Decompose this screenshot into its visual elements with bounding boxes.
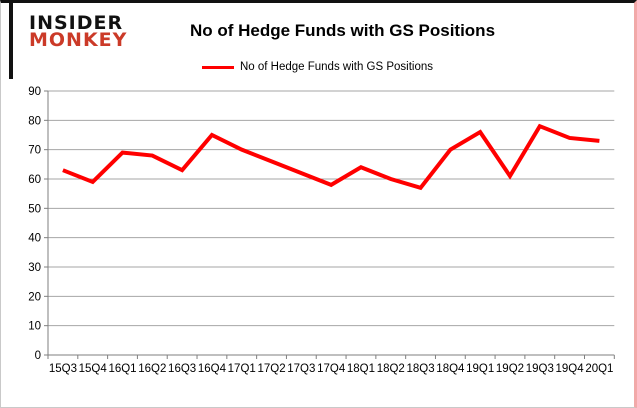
x-axis-label: 15Q3 <box>49 363 77 375</box>
x-axis-label: 18Q3 <box>406 363 434 375</box>
x-axis-label: 19Q3 <box>526 363 554 375</box>
x-axis-label: 16Q4 <box>198 363 227 375</box>
x-axis-label: 17Q3 <box>287 363 315 375</box>
x-axis-label: 15Q4 <box>79 363 108 375</box>
x-axis-label: 17Q4 <box>317 363 346 375</box>
x-axis-label: 18Q4 <box>436 363 465 375</box>
y-axis-label: 90 <box>28 86 41 98</box>
logo-word-insider: INSIDER <box>29 12 124 34</box>
y-axis-label: 50 <box>28 203 41 215</box>
logo-word-monkey: MONKEY <box>29 29 128 52</box>
chart-legend: No of Hedge Funds with GS Positions <box>1 61 634 73</box>
chart-title: No of Hedge Funds with GS Positions <box>189 21 496 40</box>
x-axis-label: 17Q2 <box>257 363 285 375</box>
x-axis-label: 19Q4 <box>556 363 585 375</box>
y-axis-label: 80 <box>28 115 41 127</box>
window-edge-artifact <box>9 3 13 79</box>
x-axis-label: 19Q1 <box>466 363 494 375</box>
x-axis-label: 16Q1 <box>108 363 136 375</box>
y-axis-label: 30 <box>28 262 41 274</box>
x-axis-label: 16Q2 <box>138 363 166 375</box>
y-axis-label: 60 <box>28 174 41 186</box>
x-axis-label: 16Q3 <box>168 363 196 375</box>
x-axis-label: 19Q2 <box>496 363 524 375</box>
data-series-line <box>62 123 600 191</box>
x-axis-label: 18Q1 <box>347 363 375 375</box>
y-axis-label: 70 <box>28 145 41 157</box>
x-axis-label: 18Q2 <box>377 363 405 375</box>
x-axis-label: 17Q1 <box>228 363 256 375</box>
legend-label: No of Hedge Funds with GS Positions <box>239 61 434 73</box>
y-axis-label: 20 <box>28 291 41 303</box>
insider-monkey-logo: INSIDER MONKEY <box>29 12 128 52</box>
y-axis-label: 0 <box>35 350 41 362</box>
y-axis-label: 10 <box>28 321 41 333</box>
legend-line-swatch-icon <box>201 65 234 69</box>
x-axis-label: 20Q1 <box>585 363 613 375</box>
y-axis-label: 40 <box>28 233 41 245</box>
